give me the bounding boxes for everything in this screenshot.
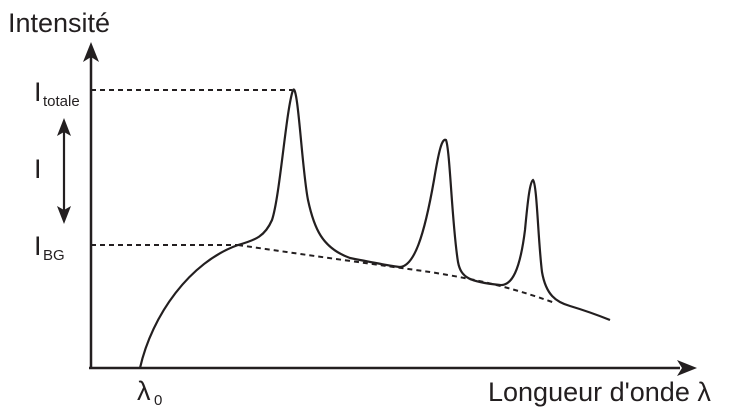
spectrum-curve <box>138 88 611 369</box>
i-totale-label: I <box>34 77 42 107</box>
x-axis-label: Longueur d'onde λ <box>488 377 711 407</box>
i-arrow-bottom <box>57 206 71 224</box>
i-totale-subscript: totale <box>43 93 80 110</box>
lambda0-label: λ <box>137 376 151 406</box>
lambda0-subscript: 0 <box>154 392 162 409</box>
i-bg-subscript: BG <box>43 247 65 264</box>
x-axis-arrowhead <box>677 360 697 376</box>
i-label: I <box>34 154 42 184</box>
i-bg-label: I <box>34 231 42 261</box>
y-axis-label: Intensité <box>8 8 110 38</box>
i-arrow-top <box>57 118 71 136</box>
background-baseline <box>237 244 556 304</box>
y-axis-arrowhead <box>83 42 99 62</box>
